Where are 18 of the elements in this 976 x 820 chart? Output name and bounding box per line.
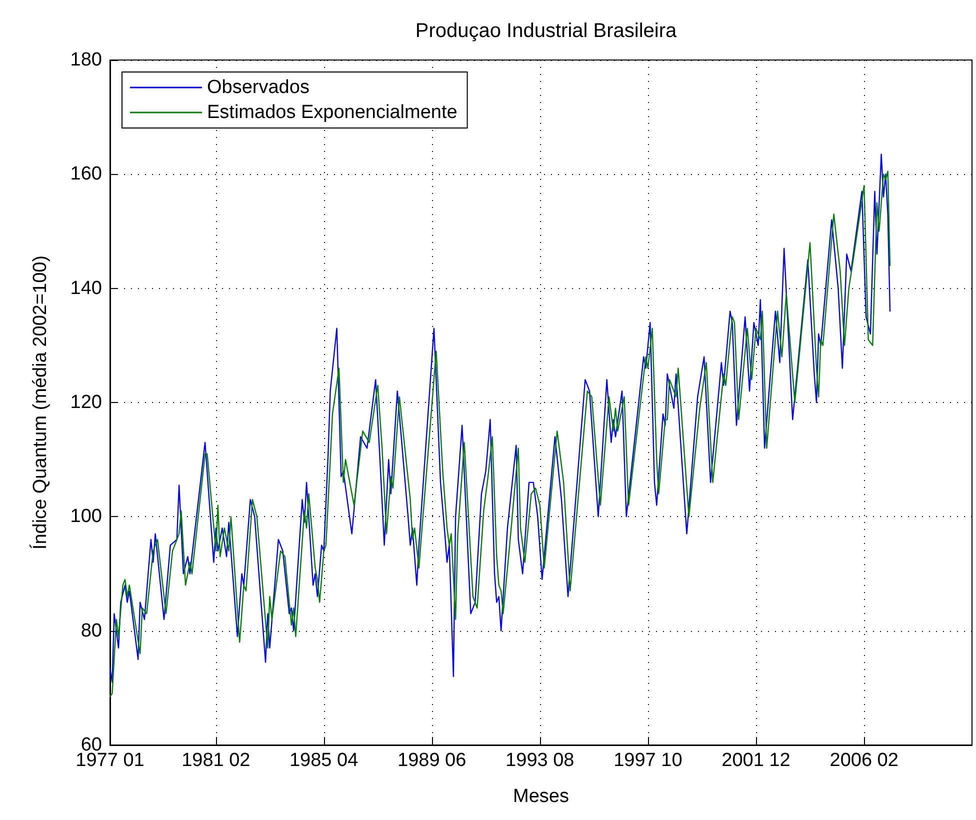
y-tick-label: 180 <box>70 50 102 70</box>
x-tick-label: 1989 06 <box>398 750 466 771</box>
y-tick-label: 100 <box>70 506 102 528</box>
x-tick-label: 1997 10 <box>614 750 682 771</box>
y-tick-label: 140 <box>70 278 102 299</box>
y-tick-label: 120 <box>70 392 102 413</box>
x-tick-label: 2001 12 <box>722 750 790 771</box>
x-axis-title: Meses <box>513 786 569 807</box>
x-tick-label: 1981 02 <box>182 750 250 771</box>
x-tick-label: 1985 04 <box>289 750 359 771</box>
y-tick-label: 160 <box>70 164 102 185</box>
x-tick-label: 2006 02 <box>830 750 898 771</box>
legend-label: Estimados Exponencialmente <box>207 102 458 123</box>
legend-label: Observados <box>207 77 310 98</box>
x-tick-label: 1993 08 <box>506 750 574 771</box>
chart-title: Produçao Industrial Brasileira <box>415 20 678 42</box>
y-tick-label: 80 <box>80 620 102 642</box>
y-axis-title: Índice Quantum (média 2002=100) <box>29 255 51 550</box>
